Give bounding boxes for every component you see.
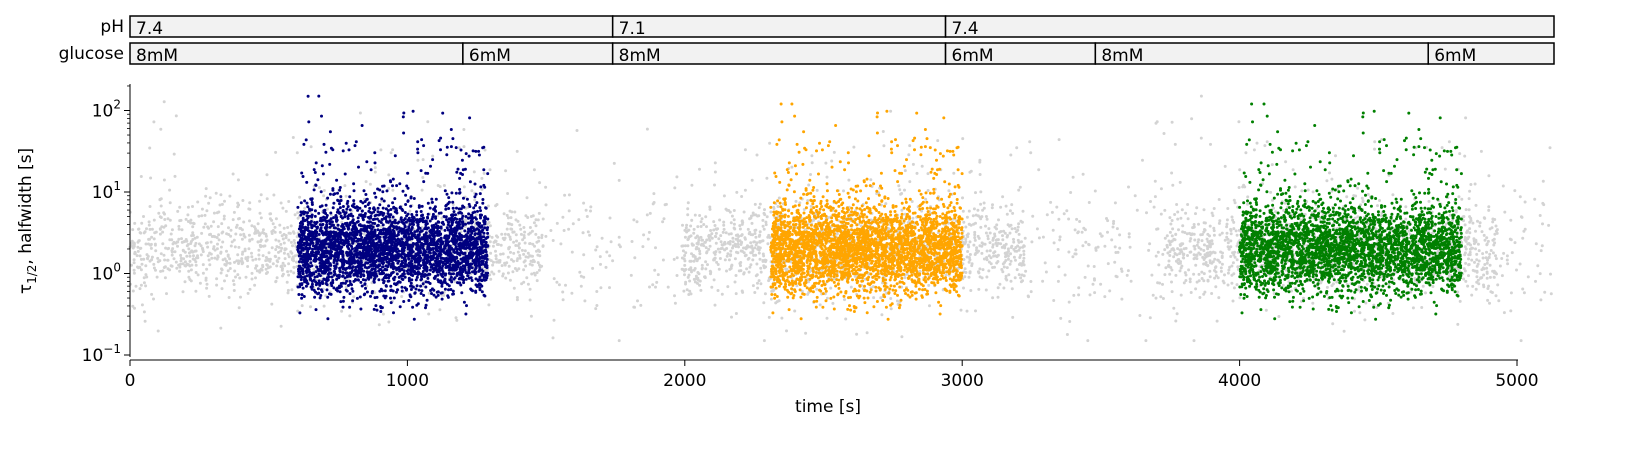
condition-segment-label: 7.1: [619, 19, 646, 39]
y-axis-label-text: , halfwidth [s]: [16, 148, 36, 265]
x-tick-label: 0: [125, 371, 136, 391]
condition-segment-label: 6mM: [1434, 46, 1476, 66]
condition-segment: [611, 15, 947, 38]
condition-label-0: pH: [100, 17, 124, 37]
axes: [129, 84, 1518, 361]
condition-segment-label: 8mM: [619, 46, 661, 66]
condition-segment: [129, 15, 614, 38]
condition-segment-label: 7.4: [952, 19, 979, 39]
condition-segment: [1094, 42, 1429, 65]
x-tick-label: 3000: [941, 371, 984, 391]
y-tick-label: 102: [92, 98, 121, 122]
condition-segment-label: 8mM: [1101, 46, 1143, 66]
y-axis-label: τ1/2, halfwidth [s]: [16, 148, 39, 294]
series-points: [1238, 102, 1463, 321]
y-axis-label-subscript: 1/2: [25, 265, 39, 284]
condition-segment-label: 7.4: [136, 19, 163, 39]
condition-segment-label: 6mM: [952, 46, 994, 66]
x-ticks: 0 1000 2000 3000 4000 5000: [125, 360, 1539, 391]
y-tick-label: 10−1: [82, 342, 121, 366]
condition-segment: [611, 42, 947, 65]
condition-label-1: glucose: [59, 44, 124, 64]
y-axis-label-symbol: τ: [16, 284, 36, 294]
y-tick-label: 100: [92, 261, 121, 285]
x-axis-label: time [s]: [795, 397, 861, 417]
x-tick-label: 2000: [663, 371, 706, 391]
x-tick-label: 4000: [1218, 371, 1261, 391]
condition-segment-label: 8mM: [136, 46, 178, 66]
y-tick-label: 101: [92, 179, 121, 203]
x-tick-label: 5000: [1495, 371, 1538, 391]
condition-segment: [1427, 42, 1555, 65]
condition-bars: pH 7.4 7.1 7.4 glucose 8mM 6mM 8mM 6mM 8mM 6mM: [59, 15, 1555, 66]
series-points: [296, 94, 490, 321]
series-points: [769, 102, 964, 321]
condition-segment: [129, 42, 464, 65]
condition-segment: [944, 15, 1555, 38]
y-ticks: 10−1 100 101 102: [82, 85, 130, 366]
x-tick-label: 1000: [386, 371, 429, 391]
scatter-points: [128, 94, 1553, 343]
condition-segment-label: 6mM: [469, 46, 511, 66]
